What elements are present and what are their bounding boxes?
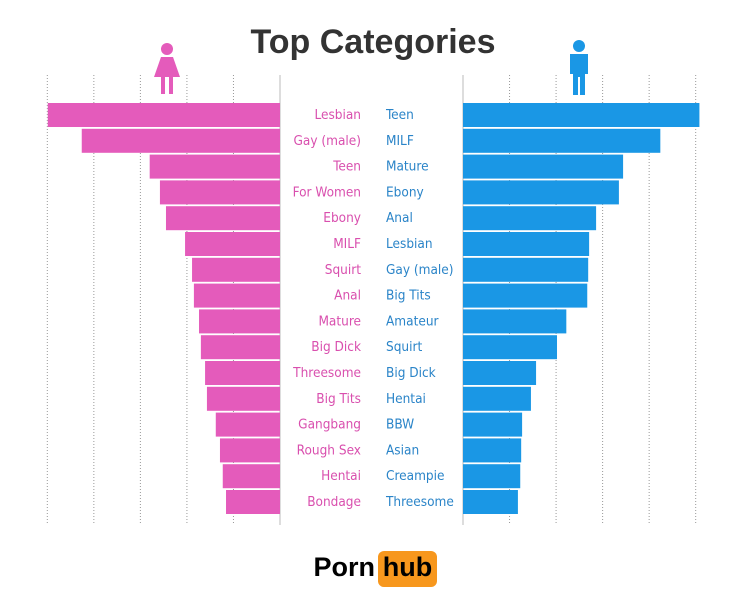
bar — [165, 206, 280, 231]
category-label: Squirt — [386, 339, 422, 355]
category-label: Asian — [386, 442, 419, 458]
bar — [81, 128, 280, 153]
bar — [463, 490, 518, 514]
category-label: MILF — [333, 236, 361, 252]
logo-text: hub — [383, 552, 432, 582]
category-label: Teen — [332, 159, 361, 175]
bar — [192, 257, 280, 282]
bar — [463, 257, 589, 282]
bar — [226, 490, 280, 514]
category-label: Bondage — [307, 494, 361, 510]
category-label: BBW — [386, 417, 414, 433]
category-label: Creampie — [386, 468, 445, 484]
bar — [463, 154, 624, 179]
category-label: Gay (male) — [294, 133, 362, 149]
bar — [215, 412, 280, 437]
bar — [463, 438, 522, 463]
bar — [205, 361, 280, 385]
male-icon — [570, 40, 588, 95]
bar — [200, 335, 280, 360]
bar — [463, 412, 523, 437]
bar — [463, 283, 588, 308]
bar — [463, 232, 590, 256]
category-label: Lesbian — [386, 236, 433, 252]
category-label: Big Tits — [386, 288, 431, 304]
bar — [463, 180, 619, 205]
logo: Porn hub — [313, 551, 437, 587]
category-label: Hentai — [386, 391, 426, 407]
bar — [159, 180, 280, 205]
category-label: Anal — [334, 288, 361, 304]
category-label: Squirt — [325, 262, 361, 278]
category-label: Big Dick — [386, 365, 436, 381]
bar — [463, 386, 531, 411]
female-icon — [154, 43, 180, 94]
bar — [463, 103, 700, 127]
category-label: Teen — [385, 107, 414, 123]
category-label: MILF — [386, 133, 414, 149]
category-label: Gay (male) — [386, 262, 454, 278]
category-label: For Women — [293, 184, 361, 200]
logo-box — [378, 551, 437, 587]
category-label: Amateur — [386, 313, 439, 329]
bar — [463, 464, 521, 489]
category-label: Ebony — [386, 184, 424, 200]
category-label: Mature — [386, 159, 429, 175]
chart-title: Top Categories — [251, 23, 496, 61]
category-label: Ebony — [323, 210, 361, 226]
plot-area: Lesbian Gay (male) Teen For Women Ebony MILF S… — [46, 75, 700, 525]
category-label: Hentai — [321, 468, 361, 484]
bar — [222, 464, 280, 489]
bar — [193, 283, 280, 308]
logo-text: Porn — [313, 552, 375, 582]
bar — [47, 103, 281, 127]
bar — [185, 232, 280, 256]
category-label: Threesome — [385, 494, 454, 510]
bar — [463, 335, 558, 360]
category-label: Gangbang — [298, 417, 361, 433]
category-label: Mature — [318, 313, 361, 329]
bar — [219, 438, 280, 463]
bar — [199, 309, 280, 334]
category-label: Big Tits — [316, 391, 361, 407]
category-label: Anal — [386, 210, 413, 226]
bar — [463, 309, 567, 334]
category-label: Lesbian — [314, 107, 361, 123]
bar — [463, 128, 661, 153]
bar — [149, 154, 280, 179]
category-label: Big Dick — [311, 339, 361, 355]
category-label: Rough Sex — [297, 442, 361, 458]
bar — [463, 361, 537, 385]
bar — [463, 206, 597, 231]
category-label: Threesome — [292, 365, 361, 381]
bar — [206, 386, 280, 411]
